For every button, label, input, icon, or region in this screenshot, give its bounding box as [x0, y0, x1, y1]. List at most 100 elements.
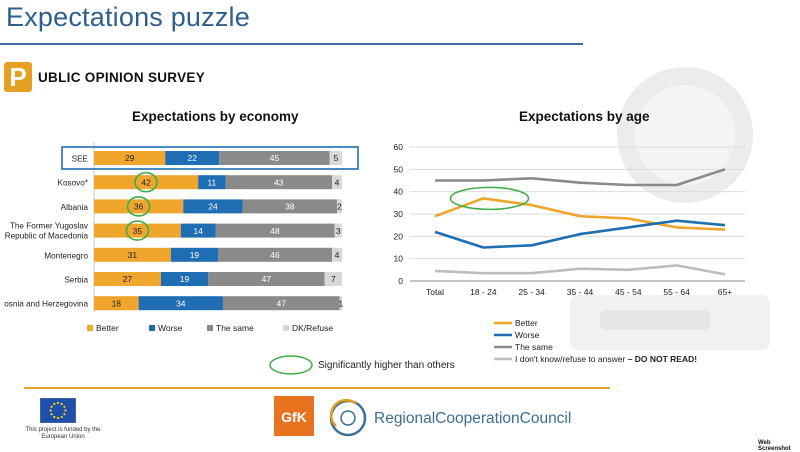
x-tick-label: 25 - 34 — [518, 287, 545, 297]
series-line-better — [434, 197, 726, 231]
title-divider — [0, 43, 583, 45]
significance-circle — [134, 171, 158, 193]
bar-better — [94, 151, 166, 165]
category-label: Montenegro — [44, 251, 88, 260]
bar-same — [215, 223, 335, 238]
legend-note: – DO NOT READ! — [625, 354, 697, 364]
bar-better — [94, 223, 181, 238]
y-tick-label: 40 — [394, 187, 404, 197]
bar-value-label: 7 — [331, 274, 336, 284]
bar-worse — [183, 199, 243, 214]
survey-label: UBLIC OPINION SURVEY — [38, 70, 206, 85]
legend-swatch-better — [87, 325, 93, 331]
legend-label-dk-refuse: I don't know/refuse to answer – DO NOT R… — [515, 354, 697, 364]
bar-dk-refuse — [334, 223, 342, 238]
significance-note: Significantly higher than others — [318, 360, 455, 371]
bar-value-label: 4 — [335, 177, 340, 187]
bar-better — [94, 272, 161, 286]
bar-better — [94, 175, 199, 190]
legend-label-same: The same — [216, 323, 254, 333]
bar-worse — [165, 151, 220, 165]
y-tick-label: 30 — [394, 209, 404, 219]
bar-value-label: 1 — [338, 298, 343, 308]
legend-label-same: The same — [515, 342, 553, 352]
bar-better — [94, 296, 139, 311]
bar-value-label: 22 — [187, 153, 197, 163]
eu-flag-logo — [40, 398, 76, 423]
bar-same — [208, 272, 325, 286]
bar-value-label: 2 — [337, 202, 342, 212]
y-tick-label: 60 — [394, 142, 404, 152]
category-label: Serbia — [64, 276, 88, 285]
bar-same — [225, 175, 333, 190]
bar-worse — [170, 247, 218, 262]
bar-worse — [198, 175, 226, 190]
slide-title: Expectations puzzle — [6, 2, 250, 32]
gfk-logo-text: GfK — [281, 409, 307, 425]
bar-value-label: 47 — [262, 274, 272, 284]
bar-value-label: 43 — [274, 177, 284, 187]
bar-value-label: 47 — [277, 298, 287, 308]
bar-value-label: 5 — [333, 153, 338, 163]
bar-value-label: 35 — [133, 226, 143, 236]
bar-value-label: 38 — [285, 202, 295, 212]
bar-value-label: 3 — [336, 226, 341, 236]
bar-value-label: 46 — [270, 250, 280, 260]
legend-label-worse: Worse — [515, 330, 540, 340]
bar-worse — [138, 296, 223, 311]
legend-label-worse: Worse — [158, 323, 183, 333]
gfk-logo: GfK — [274, 396, 314, 436]
bar-dk-refuse — [339, 296, 342, 311]
y-tick-label: 0 — [398, 276, 403, 286]
bar-dk-refuse — [324, 272, 342, 286]
x-tick-label: 55 - 64 — [663, 287, 690, 297]
x-tick-label: 18 - 24 — [470, 287, 497, 297]
category-label: The Former Yugoslav — [10, 222, 89, 231]
bar-value-label: 19 — [180, 274, 190, 284]
bar-value-label: 18 — [112, 298, 122, 308]
bar-value-label: 36 — [134, 202, 144, 212]
bar-worse — [160, 272, 209, 286]
bar-value-label: 34 — [176, 298, 186, 308]
series-line-dk-refuse — [434, 264, 726, 276]
bar-same — [219, 151, 330, 165]
bar-same — [218, 247, 333, 262]
bar-better — [94, 199, 184, 214]
legend-swatch-worse — [149, 325, 155, 331]
bar-value-label: 27 — [123, 274, 133, 284]
bar-better — [94, 247, 171, 262]
x-tick-label: Total — [426, 287, 444, 297]
legend-label-better: Better — [515, 318, 538, 328]
significance-legend-marker — [269, 355, 313, 375]
significance-ellipse — [449, 186, 530, 211]
legend-swatch-same — [207, 325, 213, 331]
bar-same — [222, 296, 340, 311]
bar-value-label: 48 — [270, 226, 280, 236]
significance-circle — [125, 220, 150, 241]
rcc-emblem — [329, 398, 367, 437]
category-label: SEE — [72, 155, 89, 164]
bar-value-label: 42 — [141, 177, 151, 187]
category-label: osnia and Herzegovina — [4, 300, 88, 309]
category-label: Albania — [61, 203, 89, 212]
bar-dk-refuse — [329, 151, 342, 165]
legend-label-dk-refuse: DK/Refuse — [292, 323, 333, 333]
y-tick-label: 20 — [394, 231, 404, 241]
bar-dk-refuse — [332, 247, 342, 262]
bar-value-label: 24 — [208, 202, 218, 212]
watermark: Web Screenshot — [758, 440, 791, 452]
bar-worse — [180, 223, 216, 238]
age-chart-title: Expectations by age — [519, 109, 650, 124]
age-line-chart: 0 10 20 30 40 50 60 Total 18 - 24 25 - 34 35 - 44 4… — [394, 142, 745, 364]
series-line-same — [435, 168, 726, 187]
significance-circle — [126, 196, 151, 217]
x-tick-label: 65+ — [718, 287, 732, 297]
bar-value-label: 4 — [335, 250, 340, 260]
highlight-box — [61, 146, 359, 170]
legend-swatch-dk-refuse — [283, 325, 289, 331]
bar-same — [242, 199, 338, 214]
economy-chart-title: Expectations by economy — [132, 109, 299, 124]
bar-value-label: 11 — [207, 177, 216, 187]
x-tick-label: 35 - 44 — [567, 287, 594, 297]
